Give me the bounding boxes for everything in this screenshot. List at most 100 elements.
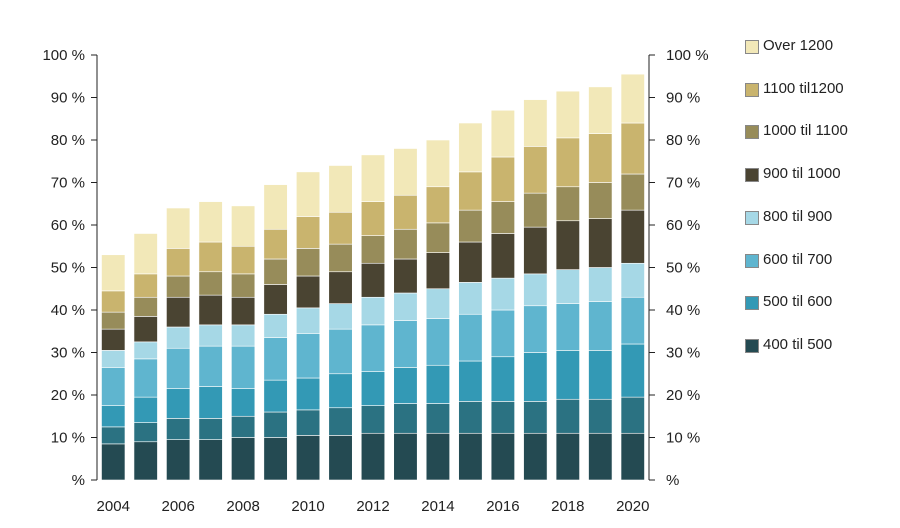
legend-swatch	[745, 254, 759, 268]
legend-label: 800 til 900	[763, 208, 833, 225]
bar-segment	[328, 271, 353, 304]
bar-segment	[198, 201, 223, 243]
bar-segment	[490, 156, 515, 202]
left-y-tick-label: %	[72, 472, 85, 489]
bar-segment	[133, 396, 158, 423]
bar-segment	[588, 182, 613, 219]
bar-segment	[101, 443, 126, 481]
bar-segment	[393, 367, 418, 404]
bar-segment	[490, 277, 515, 311]
bar-segment	[523, 401, 548, 434]
bar-segment	[620, 296, 645, 345]
bar-segment	[555, 398, 580, 434]
bar-segment	[393, 228, 418, 260]
bar-segment	[360, 405, 386, 434]
bar-segment	[101, 290, 126, 313]
bar-segment	[231, 324, 256, 347]
bar-segment	[555, 220, 580, 270]
legend-swatch	[745, 211, 759, 225]
bar-segment	[523, 192, 548, 228]
bar-segment	[133, 358, 158, 398]
left-y-tick-label: 30 %	[51, 345, 85, 362]
bar-segment	[393, 320, 418, 368]
x-tick-label: 2018	[551, 498, 584, 515]
bar-segment	[588, 301, 613, 351]
bar-segment	[231, 296, 256, 326]
legend-label: 1000 til 1100	[763, 122, 848, 139]
bar-segment	[101, 350, 126, 368]
bar-segment	[620, 396, 645, 434]
bar-segment	[393, 258, 418, 294]
bar-segment	[328, 165, 353, 213]
right-y-tick-label: 30 %	[666, 345, 700, 362]
x-tick-label: 2016	[486, 498, 519, 515]
left-y-tick-label: 60 %	[51, 217, 85, 234]
bar-segment	[490, 201, 515, 234]
bar-segment	[360, 371, 386, 406]
bar-segment	[133, 422, 158, 443]
bar-segment	[425, 432, 450, 481]
bar-segment	[198, 345, 223, 387]
bar-segment	[101, 311, 126, 330]
bar-segment	[296, 216, 321, 249]
bar-segment	[555, 303, 580, 351]
bar-segment	[166, 248, 191, 277]
bar-segment	[588, 350, 613, 400]
bar-segment	[263, 379, 288, 413]
bar-segment	[263, 313, 288, 338]
x-tick-label: 2010	[291, 498, 324, 515]
bar-segment	[393, 148, 418, 196]
bar-segment	[555, 432, 580, 481]
legend-item: 800 til 900	[745, 207, 858, 226]
bar-segment	[133, 316, 158, 343]
left-y-tick-label: 10 %	[51, 430, 85, 447]
x-tick-label: 2008	[226, 498, 259, 515]
bar-segment	[523, 352, 548, 402]
bar-segment	[263, 411, 288, 438]
left-y-tick-label: 20 %	[51, 387, 85, 404]
bar-segment	[425, 186, 450, 224]
bar-segment	[425, 252, 450, 290]
bar-segment	[231, 437, 256, 481]
bar-segment	[263, 258, 288, 285]
legend-item: 400 til 500	[745, 335, 858, 354]
bar-segment	[296, 307, 321, 334]
bar-segment	[166, 418, 191, 440]
bar-segment	[393, 432, 418, 481]
bar-segment	[458, 432, 483, 481]
bar-segment	[231, 388, 256, 417]
bar-segment	[588, 398, 613, 434]
bar-segment	[360, 324, 386, 372]
bar-segment	[166, 326, 191, 349]
bar-segment	[523, 305, 548, 353]
bar-segment	[620, 173, 645, 211]
bar-segment	[296, 248, 321, 277]
legend-item: 1000 til 1100	[745, 121, 858, 140]
bar-segment	[263, 337, 288, 381]
right-y-tick-label: 10 %	[666, 430, 700, 447]
legend-item: Over 1200	[745, 36, 858, 55]
bar-segment	[555, 186, 580, 222]
bar-segment	[231, 273, 256, 298]
bar-segment	[231, 205, 256, 247]
bar-segment	[166, 207, 191, 249]
bar-segment	[101, 367, 126, 406]
bar-segment	[166, 388, 191, 419]
bar-segment	[296, 171, 321, 217]
bar-segment	[328, 211, 353, 245]
bar-segment	[588, 133, 613, 183]
bar-segment	[490, 356, 515, 402]
bar-segment	[523, 99, 548, 147]
bar-segment	[523, 146, 548, 194]
bar-segment	[231, 415, 256, 438]
bar-segment	[555, 90, 580, 139]
bar-segment	[296, 409, 321, 436]
bar-segment	[620, 432, 645, 481]
bar-segment	[490, 401, 515, 434]
bar-segment	[490, 309, 515, 358]
legend-swatch	[745, 125, 759, 139]
bar-segment	[328, 373, 353, 409]
bar-segment	[458, 209, 483, 243]
bar-segment	[588, 86, 613, 134]
bar-segment	[523, 432, 548, 481]
